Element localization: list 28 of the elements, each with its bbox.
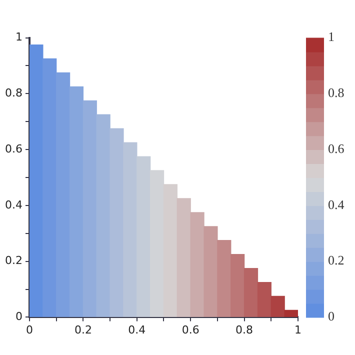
bar [190, 212, 204, 318]
x-tick-label: 0.2 [74, 324, 92, 337]
x-tick-label: 0.8 [236, 324, 254, 337]
bar [176, 198, 191, 318]
color-bar-label: 1 [328, 29, 334, 44]
bar [29, 44, 44, 318]
y-tick-label: 0.6 [4, 142, 22, 156]
bar [204, 226, 218, 318]
x-tick-label: 0 [26, 324, 33, 337]
color-bar-label: 0.8 [328, 85, 344, 100]
bar [217, 240, 232, 318]
color-bar-label: 0.6 [328, 140, 345, 156]
bar [244, 268, 258, 318]
bar [257, 282, 272, 318]
bar [230, 254, 245, 318]
y-tick-label: 0.4 [4, 198, 22, 212]
bar [270, 296, 285, 318]
bar [284, 310, 298, 318]
y-tick-label: 1 [15, 30, 22, 44]
x-tick-label: 0.4 [128, 324, 146, 337]
y-tick-label: 0 [15, 310, 22, 324]
y-tick-label: 0.8 [4, 86, 22, 100]
y-tick-label: 0.2 [4, 254, 22, 268]
x-tick-label: 1 [294, 324, 302, 337]
x-tick-label: 0.6 [182, 324, 200, 337]
color-bar-label: 0.2 [328, 252, 344, 268]
color-bar-label: 0.4 [328, 196, 345, 212]
color-bar-label: 0 [328, 308, 334, 324]
